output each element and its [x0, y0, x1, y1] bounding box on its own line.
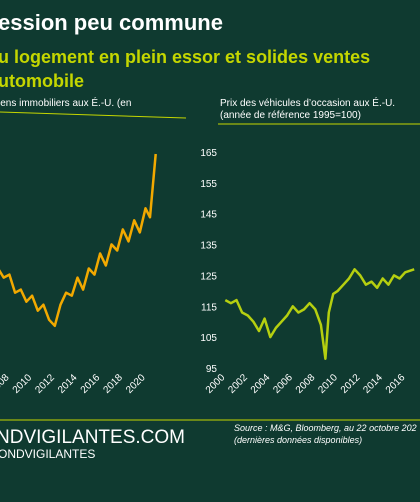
y-tick-label: 95 [206, 364, 218, 375]
y-tick-label: 155 [200, 179, 217, 190]
source: (dernières données disponibles) [234, 435, 362, 445]
y-tick-label: 115 [201, 302, 217, 313]
y-tick-label: 125 [200, 271, 217, 282]
chart-title: Prix des véhicules d’occasion aux É.-U. [220, 96, 395, 109]
title: ession peu commune [0, 10, 223, 35]
y-tick-label: 105 [200, 333, 217, 344]
y-tick-label: 165 [200, 148, 217, 159]
site: NDVIGILANTES.COM [0, 427, 185, 448]
chart-title: (année de référence 1995=100) [220, 110, 361, 121]
y-tick-label: 135 [200, 241, 217, 252]
y-tick-label: 145 [200, 210, 217, 221]
subtitle: utomobile [0, 71, 84, 91]
data-line [0, 153, 157, 328]
chart-title: iens immobiliers aux É.-U. (en [0, 96, 131, 109]
data-line [224, 268, 415, 360]
title-rule [0, 111, 187, 119]
x-tick-label: 2008 [0, 372, 12, 396]
subtitle: u logement en plein essor et solides ven… [0, 47, 370, 67]
source: Source : M&G, Bloomberg, au 22 octobre 2… [234, 423, 417, 433]
handle: ONDVIGILANTES [0, 447, 95, 461]
